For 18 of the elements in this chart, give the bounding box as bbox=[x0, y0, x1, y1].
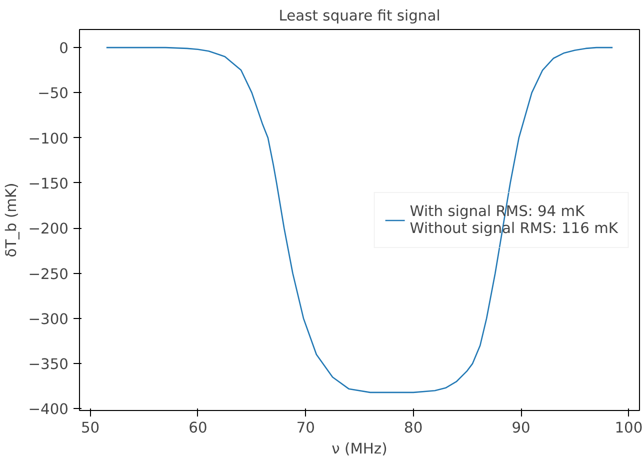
x-tick-label: 90 bbox=[512, 420, 530, 436]
y-tick-label: 0 bbox=[59, 40, 69, 58]
y-tick-label: −200 bbox=[28, 220, 69, 238]
y-tick-label: −400 bbox=[28, 401, 69, 418]
y-tick-label: −100 bbox=[28, 130, 69, 148]
y-tick-label: −300 bbox=[28, 310, 69, 328]
y-tick-label: −50 bbox=[38, 85, 69, 102]
x-tick-label: 70 bbox=[296, 420, 315, 436]
y-tick-label: −250 bbox=[28, 266, 69, 283]
x-axis-title: ν (MHz) bbox=[332, 440, 388, 458]
x-tick-label: 50 bbox=[80, 420, 100, 436]
x-tick-label: 80 bbox=[404, 420, 423, 436]
x-tick-label: 60 bbox=[188, 420, 208, 436]
y-axis-title: δT_b (mK) bbox=[3, 182, 20, 258]
x-tick-label: 100 bbox=[614, 420, 643, 436]
y-tick-label: −350 bbox=[28, 356, 69, 374]
chart-title: Least square fit signal bbox=[278, 8, 440, 24]
y-tick-label: −150 bbox=[28, 175, 69, 192]
